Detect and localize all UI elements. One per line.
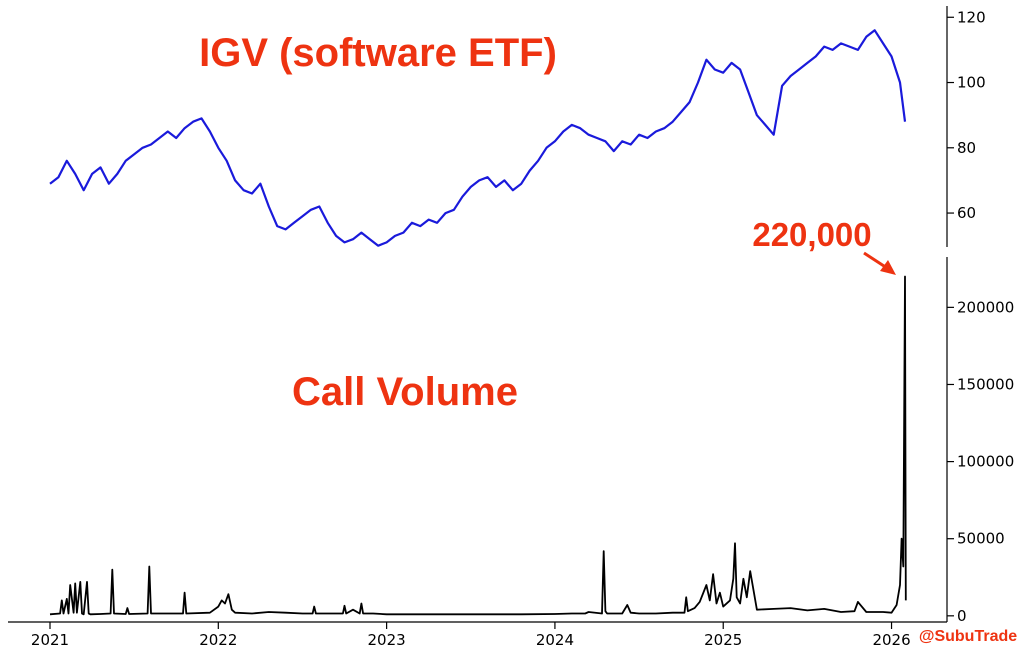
call-volume-line xyxy=(49,275,907,616)
igv-y-tick-label: 60 xyxy=(957,204,976,222)
volume-y-tick-label: 50000 xyxy=(957,530,1005,548)
igv-y-tick-label: 80 xyxy=(957,139,976,157)
x-tick-label: 2025 xyxy=(704,631,742,649)
volume-y-ticks: 0 50000 100000 150000 200000 xyxy=(947,298,1014,625)
x-tick-label: 2021 xyxy=(31,631,69,649)
x-axis-ticks: 2021 2022 2023 2024 2025 2026 xyxy=(31,622,911,649)
volume-y-tick-label: 100000 xyxy=(957,453,1014,471)
x-tick-label: 2023 xyxy=(368,631,406,649)
igv-y-tick-label: 120 xyxy=(957,8,986,26)
peak-annotation-label: 220,000 xyxy=(752,216,871,253)
volume-title: Call Volume xyxy=(292,370,518,414)
peak-annotation-arrow xyxy=(863,251,896,275)
igv-y-tick-label: 100 xyxy=(957,74,986,92)
igv-price-line xyxy=(49,29,907,247)
igv-y-ticks: 60 80 100 120 xyxy=(947,8,986,222)
x-tick-label: 2026 xyxy=(872,631,910,649)
volume-y-tick-label: 150000 xyxy=(957,375,1014,393)
volume-y-tick-label: 200000 xyxy=(957,298,1014,316)
watermark-handle: @SubuTrade xyxy=(919,628,1017,645)
volume-y-tick-label: 0 xyxy=(957,607,967,625)
igv-title: IGV (software ETF) xyxy=(199,31,557,75)
igv-panel: 60 80 100 120 IGV (software ETF) xyxy=(49,6,986,247)
x-tick-label: 2024 xyxy=(536,631,574,649)
x-tick-label: 2022 xyxy=(199,631,237,649)
